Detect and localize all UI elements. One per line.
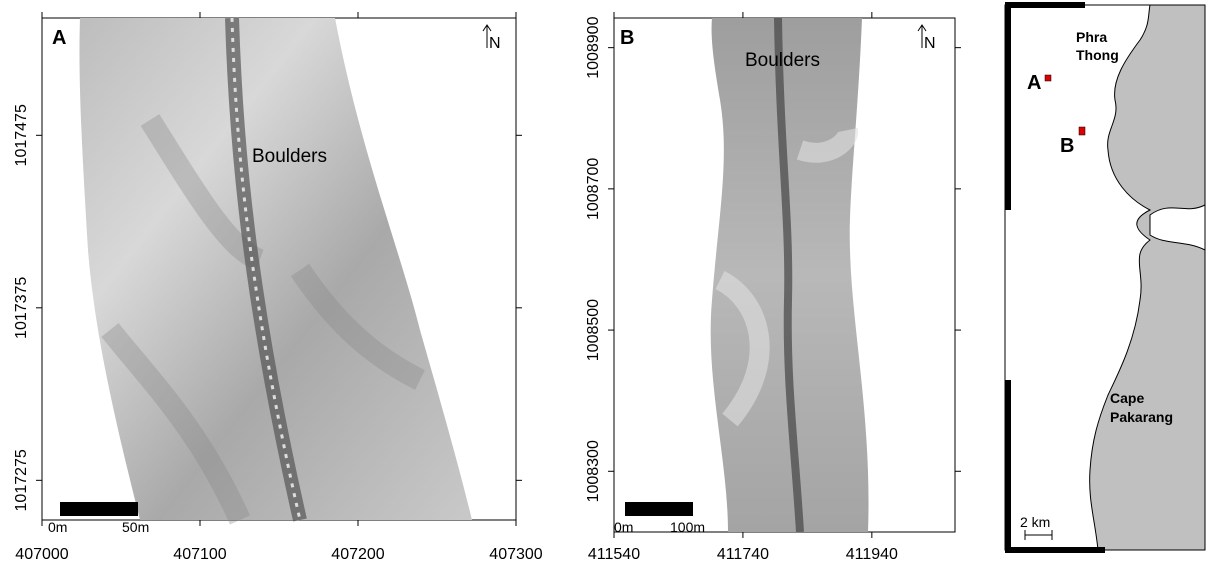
scale-start: 0m xyxy=(48,519,67,535)
y-tick-label: 1008700 xyxy=(585,158,602,220)
north: N xyxy=(489,35,501,52)
panel-a: 0m 50m A N Boulders xyxy=(42,18,516,535)
y-tick-label: 1017475 xyxy=(13,104,30,166)
annotation: Boulders xyxy=(745,50,820,71)
y-tick-label: 1008500 xyxy=(585,299,602,361)
y-tick-label: 1008300 xyxy=(585,440,602,502)
site-label: B xyxy=(1060,135,1074,157)
x-tick-label: 411740 xyxy=(717,546,769,563)
place: Thong xyxy=(1076,47,1119,63)
y-tick-label: 1008900 xyxy=(585,16,602,78)
scale-start: 0m xyxy=(614,519,633,535)
north: N xyxy=(924,35,936,52)
y-tick-label: 1017275 xyxy=(13,449,30,511)
site-label: A xyxy=(1027,72,1041,94)
x-tick-label: 407000 xyxy=(15,546,68,563)
annotation: Boulders xyxy=(252,146,327,167)
site-b xyxy=(1079,127,1085,135)
x-tick-label: 407200 xyxy=(331,546,384,563)
scale-end: 100m xyxy=(670,519,705,535)
scale-bar xyxy=(625,502,693,516)
x-tick-label: 407100 xyxy=(173,546,226,563)
x-tick-label: 411940 xyxy=(846,546,898,563)
figure: 0m 50m A N Boulders 0m 100m B N Boulders… xyxy=(0,0,1212,567)
y-tick-label: 1017375 xyxy=(13,277,30,339)
x-tick-label: 411540 xyxy=(588,546,640,563)
scale-bar xyxy=(60,502,138,516)
panel-label: B xyxy=(620,27,634,49)
place: Pakarang xyxy=(1110,409,1173,425)
site-a xyxy=(1045,75,1051,81)
map-scale: 2 km xyxy=(1020,514,1050,530)
location-map: A B Phra Thong Cape Pakarang 2 km xyxy=(1005,5,1205,550)
scale-end: 50m xyxy=(122,519,149,535)
x-tick-label: 407300 xyxy=(489,546,542,563)
panel-label: A xyxy=(52,27,66,49)
place: Cape xyxy=(1110,390,1144,406)
panel-b: 0m 100m B N Boulders xyxy=(614,18,955,535)
place: Phra xyxy=(1076,29,1107,45)
